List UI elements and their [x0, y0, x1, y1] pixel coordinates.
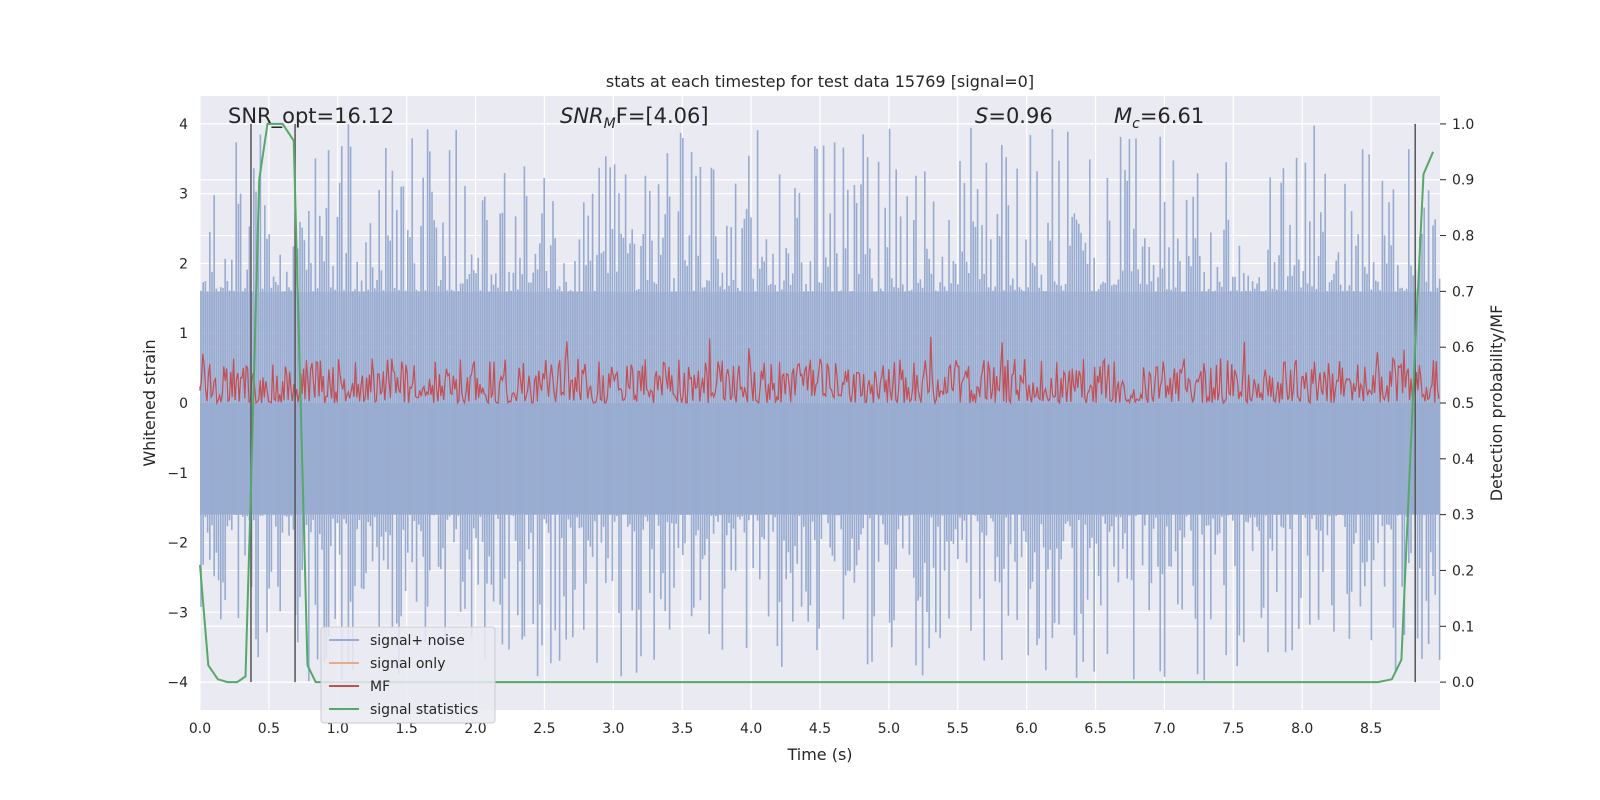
x-tick-label: 5.0: [878, 721, 900, 737]
annotation-s: S=0.96: [975, 104, 1053, 128]
legend-label-signal-only: signal only: [370, 656, 445, 672]
y-axis-label: Whitened strain: [140, 339, 159, 466]
y-tick-label: 4: [179, 117, 188, 133]
x-axis-label: Time (s): [786, 745, 852, 764]
mc-rest: =6.61: [1140, 104, 1204, 128]
x-tick-label: 7.5: [1222, 721, 1244, 737]
legend-box: [320, 626, 496, 724]
y2-axis-label: Detection probability/MF: [1487, 305, 1506, 502]
s-rest: =0.96: [988, 104, 1052, 128]
x-tick-label: 2.5: [533, 721, 555, 737]
y2-tick-label: 0.3: [1452, 508, 1474, 524]
x-tick-labels: 0.0 0.5 1.0 1.5 2.0 2.5 3.0 3.5 4.0 4.5 5.0 5.5 6.0 6…: [189, 721, 1382, 737]
x-tick-label: 8.0: [1291, 721, 1313, 737]
snr-mf-main: SNR: [560, 104, 604, 128]
legend-label-noise: signal+ noise: [370, 633, 465, 649]
x-tick-label: 5.5: [947, 721, 969, 737]
signal-statistics-series: [199, 122, 1435, 684]
x-tick-label: 0.0: [189, 721, 211, 737]
mf-line: [199, 336, 1440, 406]
annotation-mc: Mc=6.61: [1114, 104, 1204, 132]
x-tick-label: 3.5: [671, 721, 693, 737]
mc-sub: c: [1132, 116, 1140, 132]
y-tick-label: −2: [167, 536, 188, 552]
x-tick-label: 6.5: [1084, 721, 1106, 737]
legend-label-mf: MF: [370, 679, 390, 695]
y-tick-label: −4: [167, 675, 188, 691]
y2-tick-label: 0.0: [1452, 675, 1474, 691]
x-tick-label: 3.0: [602, 721, 624, 737]
y-tick-label: −3: [167, 605, 188, 621]
x-tick-label: 2.0: [464, 721, 486, 737]
legend: signal+ noise signal only MF signal stat…: [320, 626, 496, 724]
y2-tick-label: 0.6: [1452, 340, 1474, 356]
y2-tick-labels: 0.0 0.1 0.2 0.3 0.4 0.5 0.6 0.7 0.8 0.9 1.0: [1440, 117, 1474, 691]
y-tick-labels: −4 −3 −2 −1 0 1 2 3 4: [167, 117, 188, 691]
legend-label-signal-statistics: signal statistics: [370, 702, 478, 718]
mf-series: [199, 336, 1440, 406]
y-tick-label: 2: [179, 256, 188, 272]
mc-main: M: [1114, 104, 1132, 128]
y2-tick-label: 0.1: [1452, 619, 1474, 635]
s-main: S: [975, 104, 988, 128]
chart-title: stats at each timestep for test data 157…: [606, 72, 1034, 91]
noise-series: [200, 124, 1441, 682]
x-tick-label: 1.5: [396, 721, 418, 737]
annotation-snr-opt: SNR_opt=16.12: [228, 104, 394, 129]
y2-tick-label: 0.8: [1452, 229, 1474, 245]
annotation-snr-mf: SNRMF=[4.06]: [560, 104, 709, 132]
y-tick-label: 3: [179, 187, 188, 203]
x-tick-label: 8.5: [1360, 721, 1382, 737]
y2-tick-label: 0.4: [1452, 452, 1474, 468]
y2-tick-label: 0.5: [1452, 396, 1474, 412]
x-tick-label: 0.5: [258, 721, 280, 737]
y-tick-label: −1: [167, 466, 188, 482]
y-tick-label: 0: [179, 396, 188, 412]
snr-mf-rest: F=[4.06]: [616, 104, 709, 128]
y2-tick-label: 0.2: [1452, 563, 1474, 579]
y-tick-label: 1: [179, 326, 188, 342]
y2-tick-label: 1.0: [1452, 117, 1474, 133]
x-tick-label: 4.0: [740, 721, 762, 737]
y2-tick-label: 0.9: [1452, 173, 1474, 189]
x-tick-label: 6.0: [1016, 721, 1038, 737]
x-tick-label: 1.0: [327, 721, 349, 737]
snr-mf-sub: M: [604, 116, 616, 132]
x-tick-label: 7.0: [1153, 721, 1175, 737]
y2-tick-label: 0.7: [1452, 284, 1474, 300]
signal-statistics-line: [199, 122, 1435, 684]
x-tick-label: 4.5: [809, 721, 831, 737]
